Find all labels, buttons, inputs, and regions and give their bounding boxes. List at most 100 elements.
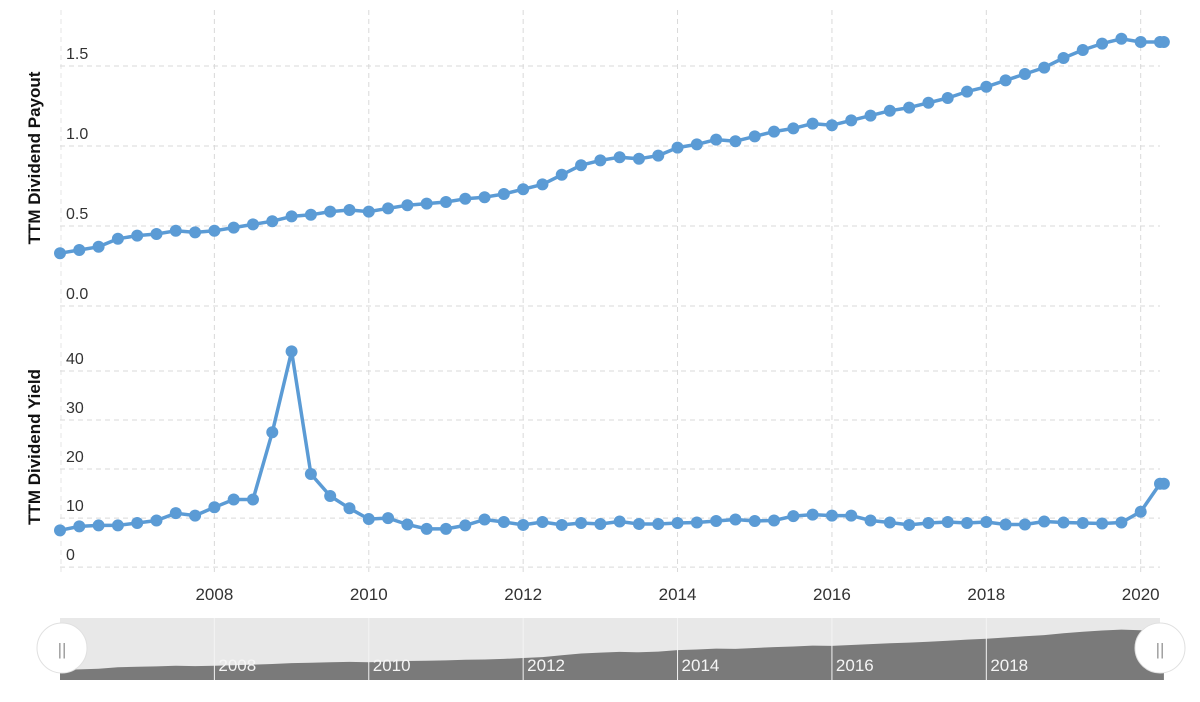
- data-point[interactable]: [748, 515, 761, 528]
- data-point[interactable]: [150, 514, 163, 527]
- data-point[interactable]: [246, 493, 259, 506]
- data-point[interactable]: [845, 509, 858, 522]
- data-point[interactable]: [999, 518, 1012, 531]
- data-point[interactable]: [941, 516, 954, 528]
- data-point[interactable]: [169, 507, 182, 520]
- data-point[interactable]: [1115, 32, 1128, 45]
- data-point[interactable]: [54, 247, 66, 260]
- data-point[interactable]: [632, 152, 645, 165]
- data-point[interactable]: [285, 345, 298, 358]
- data-point[interactable]: [362, 513, 375, 526]
- data-point[interactable]: [729, 135, 742, 148]
- data-point[interactable]: [1096, 517, 1109, 530]
- data-point[interactable]: [362, 205, 375, 218]
- data-point[interactable]: [613, 515, 626, 528]
- data-point[interactable]: [169, 224, 182, 237]
- data-point[interactable]: [208, 224, 221, 237]
- data-point[interactable]: [1076, 44, 1089, 56]
- data-point[interactable]: [150, 228, 163, 240]
- data-point[interactable]: [999, 74, 1012, 87]
- data-point[interactable]: [189, 226, 202, 239]
- data-point[interactable]: [1076, 516, 1089, 529]
- data-point[interactable]: [266, 215, 279, 228]
- data-point[interactable]: [1038, 61, 1051, 74]
- data-point[interactable]: [787, 122, 800, 135]
- data-point[interactable]: [806, 117, 819, 130]
- data-point[interactable]: [1157, 477, 1170, 490]
- data-point[interactable]: [401, 199, 414, 212]
- data-point[interactable]: [536, 178, 549, 191]
- data-point[interactable]: [111, 519, 124, 532]
- data-point[interactable]: [1096, 37, 1109, 50]
- data-point[interactable]: [54, 524, 66, 537]
- navigator[interactable]: 2008 2010 2012 2014 2016 2018 || ||: [36, 618, 1186, 680]
- data-point[interactable]: [941, 92, 954, 104]
- data-point[interactable]: [343, 204, 356, 216]
- data-point[interactable]: [227, 221, 240, 234]
- data-point[interactable]: [517, 183, 530, 196]
- data-point[interactable]: [420, 522, 433, 535]
- navigator-right-handle[interactable]: ||: [1134, 622, 1186, 674]
- data-point[interactable]: [825, 119, 838, 132]
- data-point[interactable]: [439, 196, 452, 208]
- navigator-left-handle[interactable]: ||: [36, 622, 88, 674]
- data-point[interactable]: [671, 516, 684, 529]
- data-point[interactable]: [1157, 36, 1170, 48]
- data-point[interactable]: [189, 509, 202, 522]
- data-point[interactable]: [459, 519, 472, 532]
- data-point[interactable]: [382, 202, 395, 215]
- data-point[interactable]: [459, 192, 472, 205]
- data-point[interactable]: [304, 467, 317, 480]
- data-point[interactable]: [825, 509, 838, 522]
- data-point[interactable]: [1115, 516, 1128, 529]
- data-point[interactable]: [710, 515, 723, 528]
- data-point[interactable]: [710, 133, 723, 146]
- data-point[interactable]: [1134, 36, 1147, 48]
- data-point[interactable]: [1057, 52, 1070, 64]
- data-point[interactable]: [324, 490, 337, 503]
- data-point[interactable]: [864, 109, 877, 122]
- data-point[interactable]: [903, 518, 916, 531]
- data-point[interactable]: [594, 517, 607, 530]
- data-point[interactable]: [382, 512, 395, 525]
- data-point[interactable]: [883, 104, 896, 117]
- data-point[interactable]: [92, 519, 105, 532]
- data-point[interactable]: [613, 151, 626, 164]
- data-point[interactable]: [497, 516, 510, 528]
- data-point[interactable]: [903, 101, 916, 114]
- data-point[interactable]: [845, 114, 858, 127]
- data-point[interactable]: [555, 168, 568, 181]
- data-point[interactable]: [73, 244, 86, 256]
- data-point[interactable]: [864, 514, 877, 527]
- data-point[interactable]: [227, 493, 240, 506]
- data-point[interactable]: [922, 516, 935, 529]
- data-point[interactable]: [1057, 516, 1070, 529]
- data-point[interactable]: [594, 154, 607, 167]
- data-point[interactable]: [208, 501, 221, 514]
- data-point[interactable]: [575, 516, 588, 529]
- data-point[interactable]: [497, 188, 510, 200]
- data-point[interactable]: [980, 516, 993, 528]
- data-point[interactable]: [961, 516, 974, 529]
- data-point[interactable]: [555, 518, 568, 531]
- data-point[interactable]: [517, 518, 530, 531]
- data-point[interactable]: [131, 516, 144, 529]
- data-point[interactable]: [343, 502, 356, 515]
- data-point[interactable]: [883, 516, 896, 529]
- data-point[interactable]: [652, 517, 665, 530]
- data-point[interactable]: [980, 80, 993, 93]
- data-point[interactable]: [1018, 518, 1031, 531]
- data-point[interactable]: [536, 516, 549, 528]
- data-point[interactable]: [439, 522, 452, 535]
- data-point[interactable]: [73, 520, 86, 533]
- data-point[interactable]: [1018, 68, 1031, 80]
- data-point[interactable]: [729, 513, 742, 526]
- data-point[interactable]: [285, 210, 298, 223]
- data-point[interactable]: [806, 508, 819, 521]
- data-point[interactable]: [922, 96, 935, 109]
- data-point[interactable]: [401, 518, 414, 531]
- data-point[interactable]: [652, 149, 665, 162]
- data-point[interactable]: [671, 141, 684, 154]
- data-point[interactable]: [478, 513, 491, 526]
- data-point[interactable]: [478, 191, 491, 204]
